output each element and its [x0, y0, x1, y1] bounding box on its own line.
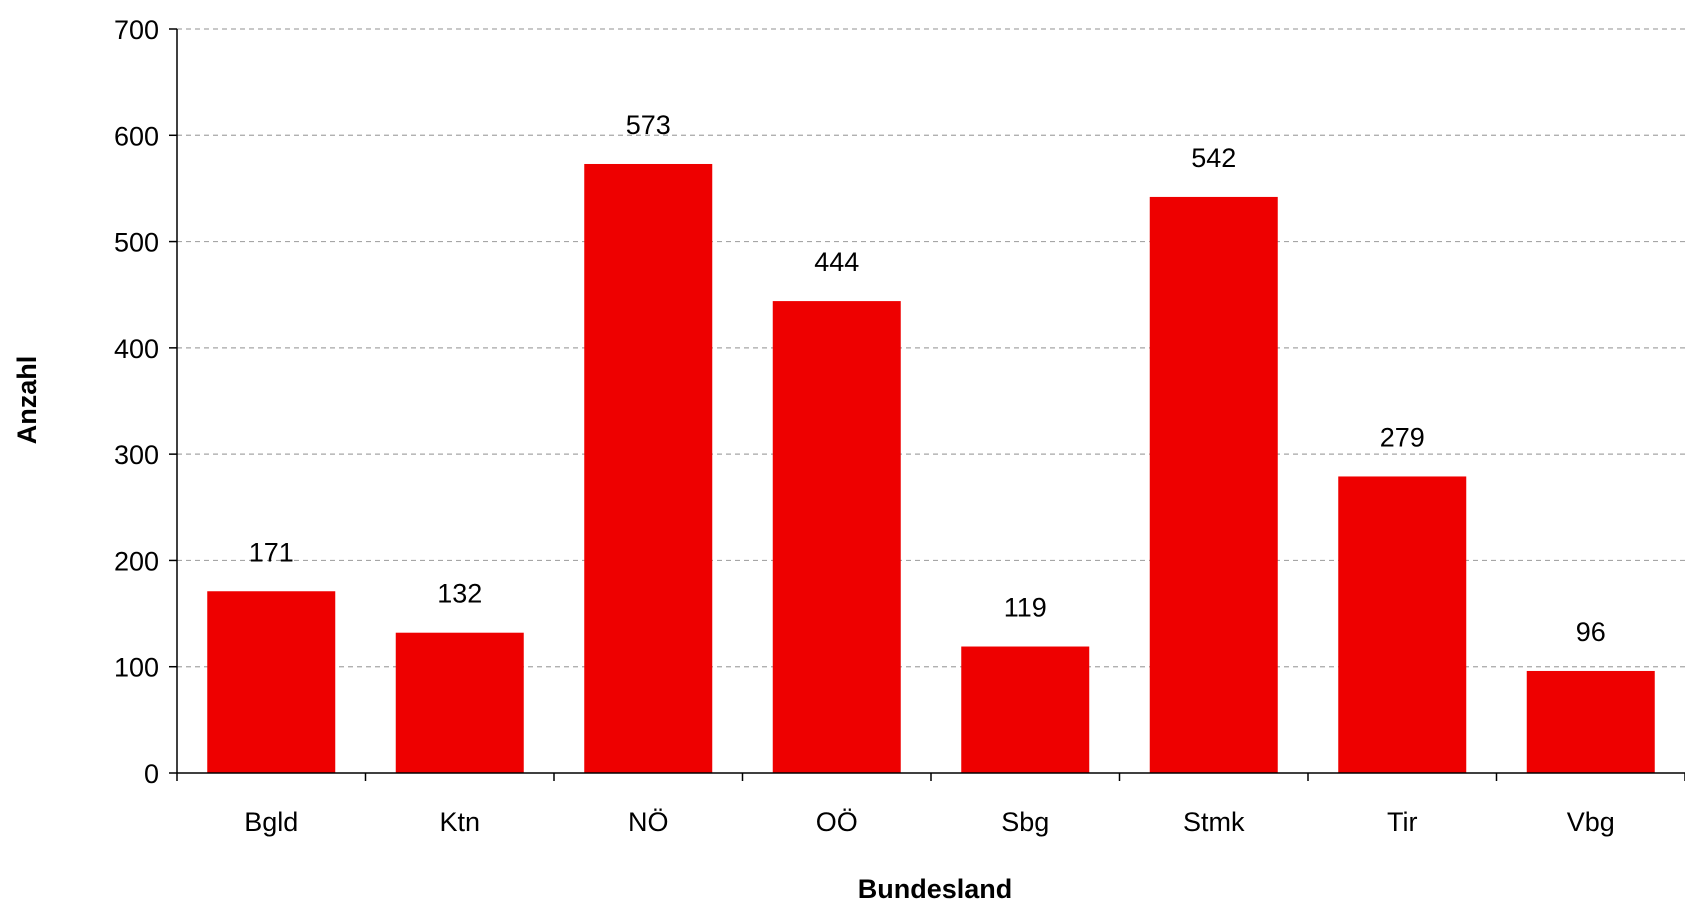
data-label: 132 — [437, 579, 482, 609]
x-tick-label: Bgld — [244, 807, 298, 837]
y-tick-label: 200 — [114, 546, 159, 576]
x-tick-label: Vbg — [1567, 807, 1615, 837]
bars — [207, 163, 1655, 774]
y-tick-label: 100 — [114, 653, 159, 683]
data-label: 119 — [1004, 593, 1047, 623]
y-axis-title: Anzahl — [12, 356, 42, 445]
data-label: 96 — [1576, 617, 1606, 647]
data-label: 279 — [1380, 422, 1425, 452]
y-tick-label: 0 — [144, 759, 159, 789]
bar-Bgld — [207, 591, 336, 773]
data-label: 542 — [1191, 143, 1236, 173]
x-tick-label: NÖ — [628, 807, 669, 837]
data-labels: 171 132 573 444 119 542 279 96 — [249, 110, 1606, 647]
x-tick-label: Stmk — [1183, 807, 1245, 837]
data-label: 171 — [249, 537, 294, 567]
y-tick-label: 700 — [114, 15, 159, 45]
x-tick-label: Ktn — [439, 807, 480, 837]
y-tick-label: 400 — [114, 334, 159, 364]
bar-Sbg — [961, 646, 1090, 773]
bar-Stmk — [1149, 196, 1278, 774]
y-tick-label: 300 — [114, 440, 159, 470]
x-tick-label: Tir — [1387, 807, 1417, 837]
bar-Ktn — [395, 632, 524, 773]
x-tick-label: Sbg — [1001, 807, 1049, 837]
bar-OÖ — [772, 301, 901, 773]
data-label: 573 — [626, 110, 671, 140]
y-tick-label: 600 — [114, 121, 159, 151]
x-tick-label: OÖ — [816, 807, 858, 837]
bar-Vbg — [1526, 670, 1655, 773]
x-axis-title: Bundesland — [858, 874, 1013, 904]
data-label: 444 — [814, 247, 859, 277]
bar-NÖ — [584, 163, 713, 774]
bar-Tir — [1338, 476, 1467, 773]
y-tick-label: 500 — [114, 228, 159, 258]
axes: 0 100 200 300 400 500 600 700 Bgld Ktn NÖ OÖ Sbg Stmk… — [114, 15, 1685, 837]
